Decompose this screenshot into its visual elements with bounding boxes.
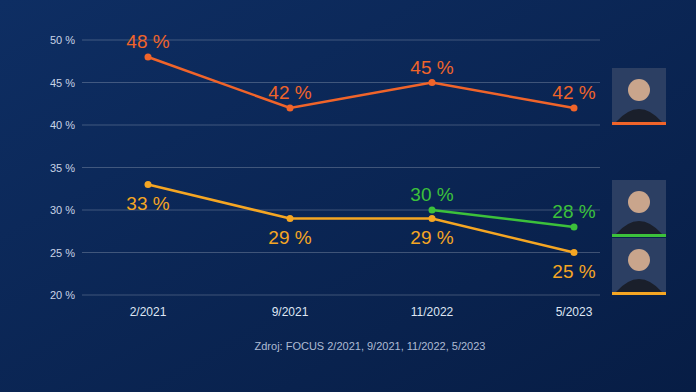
x-tick-label: 9/2021 [272, 305, 309, 319]
data-label: 48 % [126, 31, 169, 52]
data-label: 42 % [268, 82, 311, 103]
y-tick-label: 35 % [50, 162, 75, 174]
data-point [571, 249, 578, 256]
data-label: 45 % [410, 57, 453, 78]
portrait-body [616, 221, 662, 234]
y-tick-label: 25 % [50, 247, 75, 259]
x-tick-label: 11/2022 [411, 305, 454, 319]
grid-line [82, 82, 600, 83]
data-point [571, 224, 578, 231]
portrait-head [628, 191, 650, 213]
portrait-head [628, 79, 650, 101]
data-point [571, 105, 578, 112]
portrait-body [616, 279, 662, 292]
portrait-underline [612, 122, 666, 125]
data-label: 28 % [552, 201, 595, 222]
portrait [612, 68, 666, 125]
series-line [148, 185, 574, 253]
data-label: 42 % [552, 82, 595, 103]
portrait-body [616, 109, 662, 122]
portrait-underline [612, 292, 666, 295]
data-point [429, 79, 436, 86]
data-point [145, 181, 152, 188]
data-point [429, 207, 436, 214]
y-tick-label: 50 % [50, 34, 75, 46]
series-line [148, 57, 574, 108]
source-note: Zdroj: FOCUS 2/2021, 9/2021, 11/2022, 5/… [255, 340, 486, 352]
x-tick-label: 5/2023 [556, 305, 593, 319]
plot-area [145, 54, 578, 257]
grid-line [82, 167, 600, 168]
data-label: 30 % [410, 184, 453, 205]
data-point [287, 105, 294, 112]
portrait [612, 238, 666, 295]
portrait-underline [612, 234, 666, 237]
data-label: 33 % [126, 193, 169, 214]
data-point [145, 54, 152, 61]
grid-line [82, 252, 600, 253]
portrait-box [612, 68, 666, 122]
y-tick-label: 45 % [50, 77, 75, 89]
y-tick-label: 40 % [50, 119, 75, 131]
data-label: 25 % [552, 261, 595, 282]
background [0, 0, 696, 392]
data-point [429, 215, 436, 222]
portrait [612, 180, 666, 237]
y-tick-label: 20 % [50, 289, 75, 301]
data-label: 29 % [410, 227, 453, 248]
chart: 20 % 25 % 30 % 35 % 40 % 45 % 50 % 2/2021 9/2021… [0, 0, 696, 392]
data-label: 29 % [268, 227, 311, 248]
portrait-box [612, 180, 666, 234]
portrait-head [628, 249, 650, 271]
x-tick-label: 2/2021 [130, 305, 167, 319]
data-point [287, 215, 294, 222]
portrait-box [612, 238, 666, 292]
grid-line [82, 125, 600, 126]
grid-line [82, 295, 600, 296]
y-tick-label: 30 % [50, 204, 75, 216]
